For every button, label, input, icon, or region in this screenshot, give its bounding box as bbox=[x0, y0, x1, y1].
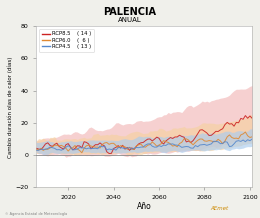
Text: © Agencia Estatal de Meteorología: © Agencia Estatal de Meteorología bbox=[5, 212, 67, 216]
Text: PALENCIA: PALENCIA bbox=[103, 7, 157, 17]
Y-axis label: Cambio duración olas de calor (días): Cambio duración olas de calor (días) bbox=[7, 56, 13, 158]
Legend: RCP8.5    ( 14 ), RCP6.0    (  6 ), RCP4.5    ( 13 ): RCP8.5 ( 14 ), RCP6.0 ( 6 ), RCP4.5 ( 13… bbox=[39, 29, 94, 52]
Text: ANUAL: ANUAL bbox=[118, 17, 142, 24]
X-axis label: Año: Año bbox=[137, 201, 152, 211]
Text: AEmet: AEmet bbox=[211, 206, 229, 211]
